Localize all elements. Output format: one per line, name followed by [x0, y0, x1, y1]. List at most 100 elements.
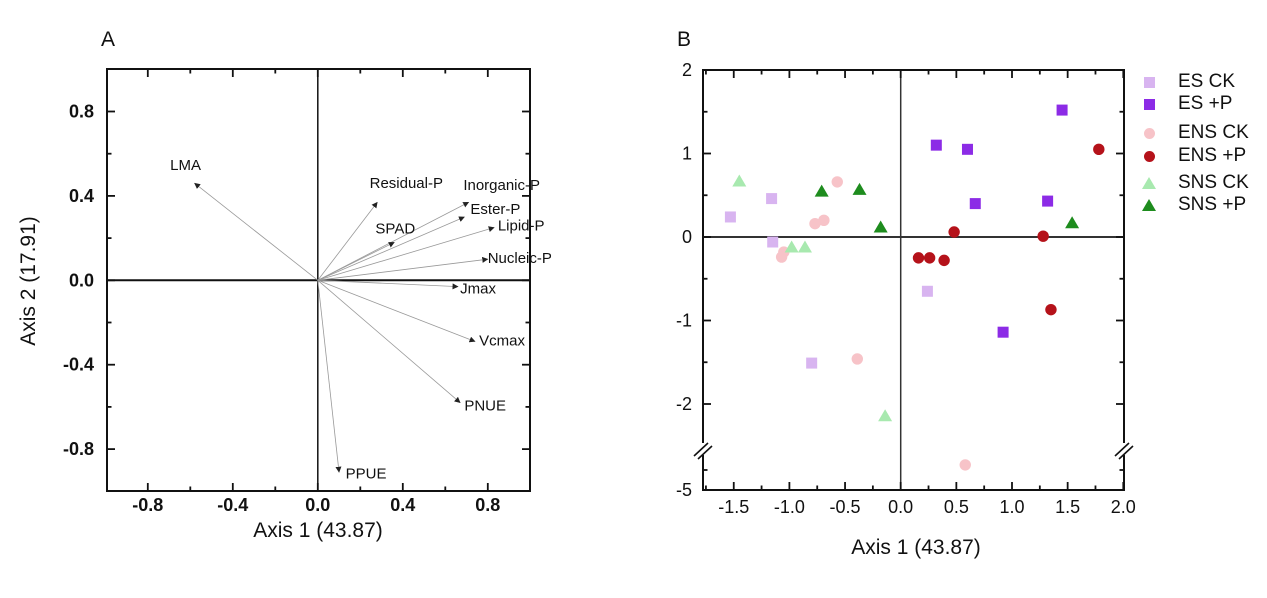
arrow-vcmax	[317, 279, 476, 343]
data-point	[959, 459, 971, 471]
data-point	[831, 176, 843, 188]
legend-label: ENS +P	[1178, 145, 1247, 166]
data-point	[1045, 303, 1057, 316]
data-point	[961, 143, 973, 155]
panel-a-y-axis-title: Axis 2 (17.91)	[17, 216, 40, 346]
arrow-label-ester-p: Ester-P	[470, 201, 520, 218]
arrow-label-vcmax: Vcmax	[479, 332, 525, 349]
panel-b-x-tick-label: -0.5	[830, 497, 861, 517]
data-point	[797, 240, 812, 253]
panel-a-x-tick-label: 0.8	[475, 495, 500, 515]
data-point	[814, 184, 829, 197]
panel-b-x-tick-label: -1.5	[718, 497, 749, 517]
panel-a-y-tick-label: 0.8	[69, 102, 94, 122]
data-point	[809, 217, 821, 230]
arrow-lma	[194, 182, 319, 281]
panel-b-y-tick-label: 0	[682, 227, 692, 247]
data-point	[766, 193, 778, 205]
data-point	[724, 211, 736, 223]
data-point	[806, 357, 818, 369]
axis-break-mark	[697, 445, 713, 460]
data-point	[732, 174, 747, 187]
panel-b-plot: -1.5 -1.0 -0.5 0.0 0.5 1.0 1.5 2.0 2 1 0 -1 -2 -5	[676, 60, 1136, 517]
arrow-inorganic-p	[317, 201, 470, 281]
panel-b-y-tick-label: 1	[682, 144, 692, 164]
panel-b-x-tick-label: 2.0	[1111, 497, 1136, 517]
legend-item-ens-ck: ENS CK	[1141, 122, 1249, 144]
data-point	[1093, 143, 1105, 156]
panel-b-x-tick-label: 0.0	[888, 497, 913, 517]
series-es-p	[930, 104, 1068, 338]
panel-b-x-axis-title: Axis 1 (43.87)	[851, 536, 981, 559]
data-point	[873, 220, 888, 233]
legend-item-es-p: ES +P	[1141, 93, 1232, 115]
triangle-marker-icon	[1141, 175, 1157, 191]
data-point	[1065, 216, 1080, 229]
panel-a-y-tick-label: -0.8	[63, 439, 94, 459]
arrow-lipid-p	[317, 226, 495, 281]
data-point	[852, 182, 867, 195]
data-point	[818, 214, 830, 226]
legend-item-es-ck: ES CK	[1141, 71, 1235, 93]
panel-b-x-tick-label: 1.5	[1055, 497, 1080, 517]
legend-label: SNS +P	[1178, 194, 1247, 215]
panel-b-x-tick-label: -1.0	[774, 497, 805, 517]
arrow-residual-p	[317, 201, 378, 281]
arrow-pnue	[317, 279, 461, 404]
data-point	[923, 252, 936, 264]
panel-a-x-axis-title: Axis 1 (43.87)	[253, 519, 383, 542]
data-point	[1037, 230, 1049, 242]
data-point	[921, 285, 933, 297]
arrow-spad	[317, 241, 395, 281]
arrow-label-pnue: PNUE	[464, 398, 506, 415]
arrow-label-lipid-p: Lipid-P	[498, 218, 545, 235]
circle-marker-icon	[1141, 148, 1157, 164]
series-ens-p	[912, 143, 1105, 316]
panel-b-x-tick-label: 0.5	[944, 497, 969, 517]
arrow-label-nucleic-p: Nucleic-P	[488, 250, 552, 267]
panel-a-title: A	[101, 28, 116, 51]
data-point	[878, 409, 893, 422]
panel-a-x-tick-label: -0.4	[217, 495, 248, 515]
data-point	[969, 198, 981, 210]
square-marker-icon	[1141, 74, 1157, 90]
data-point	[997, 326, 1009, 338]
arrow-label-residual-p: Residual-P	[370, 175, 443, 192]
series-sns-p	[814, 182, 1080, 233]
series-sns-ck	[732, 174, 893, 422]
legend-label: ES CK	[1178, 71, 1236, 92]
data-point	[912, 252, 925, 264]
axis-break-mark	[1118, 445, 1134, 460]
panel-a-y-tick-label: -0.4	[63, 355, 94, 375]
panel-b-y-tick-label: -5	[676, 480, 692, 500]
legend-item-sns-p: SNS +P	[1141, 194, 1246, 216]
data-point	[938, 254, 950, 267]
panel-a-x-tick-label: -0.8	[132, 495, 163, 515]
series-es-ck	[724, 193, 933, 369]
series-ens-ck	[775, 176, 971, 471]
data-point	[948, 226, 960, 238]
data-point	[767, 236, 779, 248]
arrow-label-ppue: PPUE	[346, 465, 387, 482]
legend-label: SNS CK	[1178, 172, 1249, 193]
axis-break-mark	[693, 442, 709, 457]
data-point	[784, 240, 799, 253]
data-point	[1042, 195, 1054, 207]
panel-a-y-tick-label: 0.0	[69, 270, 94, 290]
arrow-nucleic-p	[317, 256, 489, 281]
arrow-label-inorganic-p: Inorganic-P	[463, 177, 540, 194]
panel-a-y-tick-label: 0.4	[69, 186, 94, 206]
panel-a-x-tick-label: 0.4	[390, 495, 415, 515]
panel-a-plot: -0.8 -0.4 0.0 0.4 0.8 0.8 0.4 0.0 -0.4 -0.8 LMA Res…	[63, 68, 552, 515]
panel-b-y-tick-label: 2	[682, 60, 692, 80]
arrow-jmax	[317, 279, 459, 290]
data-point	[930, 139, 942, 151]
axis-break-mark	[1114, 442, 1130, 457]
legend-item-sns-ck: SNS CK	[1141, 172, 1249, 194]
data-point	[1056, 104, 1068, 116]
arrow-label-spad: SPAD	[375, 220, 415, 237]
arrow-label-lma: LMA	[170, 157, 201, 174]
triangle-marker-icon	[1141, 197, 1157, 213]
